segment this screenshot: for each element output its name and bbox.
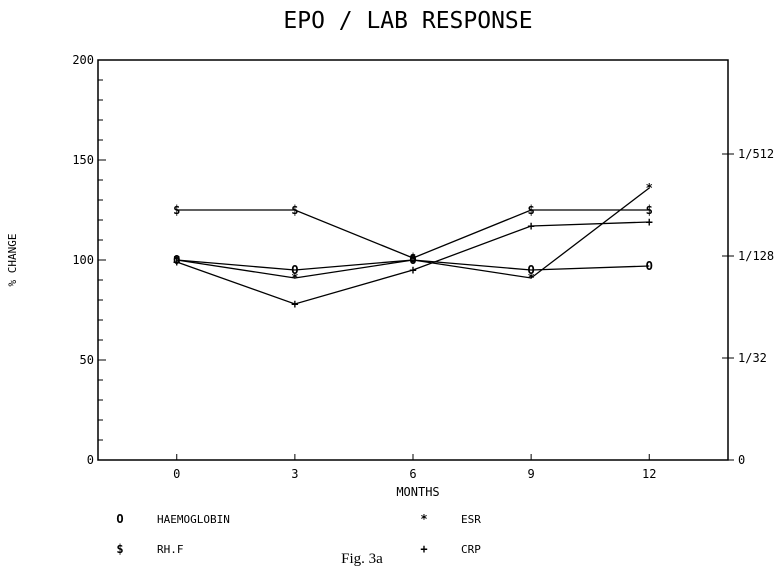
data-point: O xyxy=(291,263,298,277)
legend: O HAEMOGLOBIN * ESR $ RH.F + CRP xyxy=(116,512,481,556)
data-point: + xyxy=(528,219,535,233)
right-tick-label: 1/128 xyxy=(738,249,774,263)
legend-marker: $ xyxy=(116,542,123,556)
series-line xyxy=(176,209,650,259)
x-tick-label: 9 xyxy=(528,467,535,481)
legend-label: RH.F xyxy=(157,543,184,556)
data-point: O xyxy=(528,263,535,277)
data-point: * xyxy=(646,181,653,195)
x-tick-label: 12 xyxy=(642,467,656,481)
data-point: O xyxy=(409,253,416,267)
y-tick-label: 0 xyxy=(87,453,94,467)
data-point: O xyxy=(646,259,653,273)
data-point: + xyxy=(646,215,653,229)
data-point: * xyxy=(291,271,298,285)
x-tick-label: 3 xyxy=(291,467,298,481)
x-tick-label: 6 xyxy=(409,467,416,481)
data-point: + xyxy=(409,263,416,277)
data-point: * xyxy=(528,271,535,285)
legend-label: ESR xyxy=(461,513,481,526)
data-point: + xyxy=(291,297,298,311)
y-axis-ticks: 0 50 100 150 200 xyxy=(72,53,106,467)
y-tick-label: 200 xyxy=(72,53,94,67)
right-axis-ticks: 0 1/32 1/128 1/512 xyxy=(722,147,774,467)
figure-caption: Fig. 3a xyxy=(341,551,383,567)
right-tick-label: 1/512 xyxy=(738,147,774,161)
data-point: $ xyxy=(409,251,416,265)
chart-title: EPO / LAB RESPONSE xyxy=(283,8,532,34)
data-point: + xyxy=(173,255,180,269)
y-tick-label: 150 xyxy=(72,153,94,167)
legend-label: HAEMOGLOBIN xyxy=(157,513,230,526)
x-tick-label: 0 xyxy=(173,467,180,481)
x-axis-label: MONTHS xyxy=(396,485,439,499)
y-tick-label: 50 xyxy=(80,353,94,367)
legend-label: CRP xyxy=(461,543,481,556)
right-tick-label: 0 xyxy=(738,453,745,467)
legend-marker: + xyxy=(420,542,427,556)
series-lines xyxy=(176,187,650,305)
legend-marker: O xyxy=(116,512,123,526)
data-point: $ xyxy=(173,203,180,217)
y-tick-label: 100 xyxy=(72,253,94,267)
data-point: $ xyxy=(528,203,535,217)
series-line xyxy=(176,221,650,305)
legend-marker: * xyxy=(420,512,427,526)
data-point: * xyxy=(409,253,416,267)
right-tick-label: 1/32 xyxy=(738,351,767,365)
x-axis-ticks: 0 3 6 9 12 xyxy=(173,454,656,481)
series-line xyxy=(176,187,650,279)
data-point: $ xyxy=(646,203,653,217)
data-point: O xyxy=(173,253,180,267)
data-point: $ xyxy=(291,203,298,217)
y-axis-label: % CHANGE xyxy=(6,234,19,287)
data-point: * xyxy=(173,253,180,267)
